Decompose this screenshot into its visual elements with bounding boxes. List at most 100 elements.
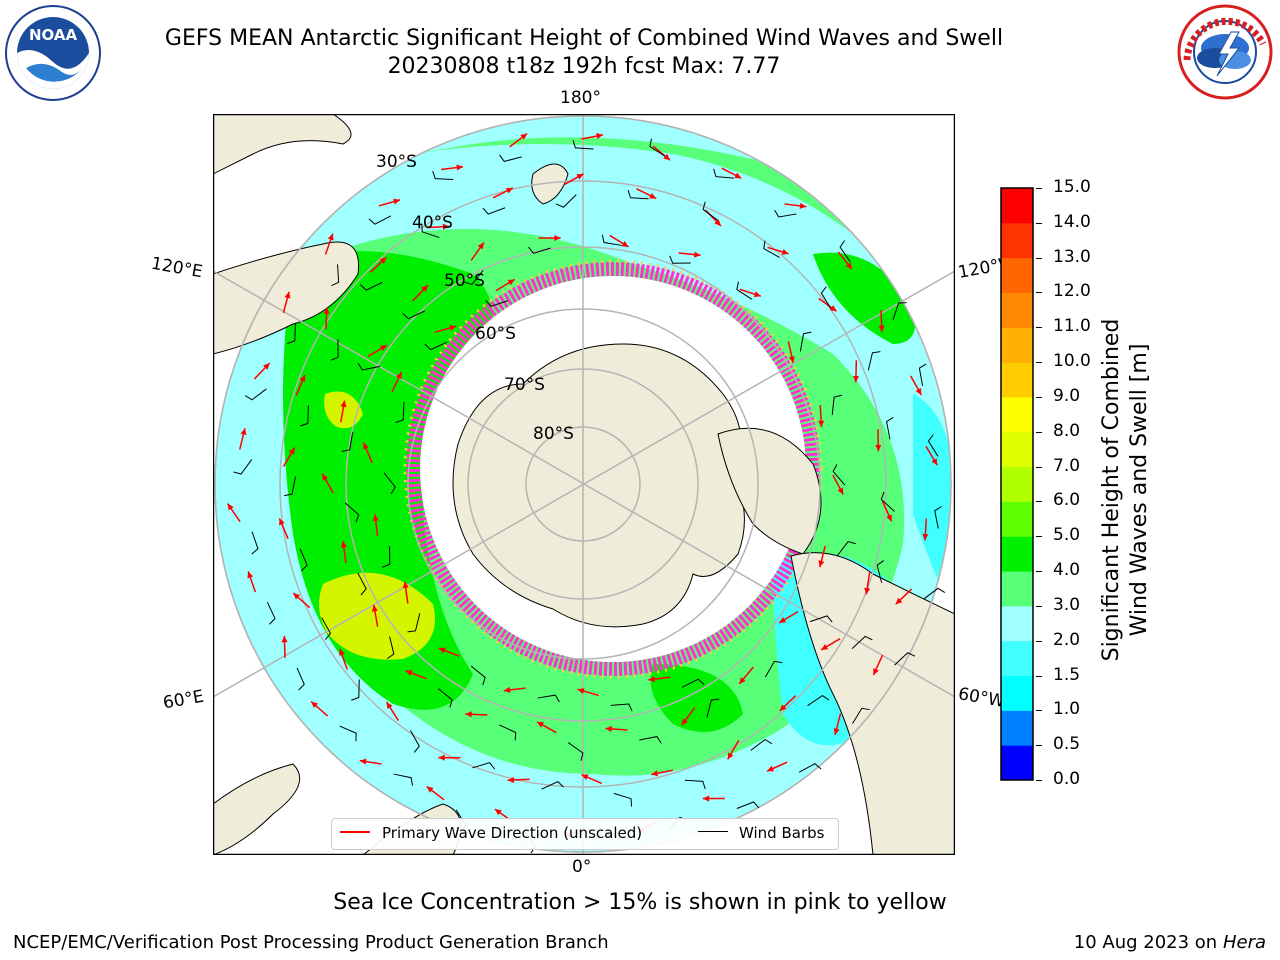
wind-barb [537, 694, 560, 703]
wave-arrow-head [605, 725, 612, 732]
wind-barb [836, 540, 856, 557]
wind-barb [244, 388, 267, 401]
wave-arrow-head [837, 487, 844, 495]
wind-barb [809, 615, 833, 623]
wave-arrow-head [931, 458, 938, 466]
colorbar-tick-mark [1036, 327, 1042, 329]
south-america-landmass [790, 552, 955, 855]
colorbar-segment [1001, 536, 1033, 572]
colorbar-segment [1001, 257, 1033, 293]
lon-label-120e: 120°E [149, 253, 205, 283]
wave-arrow-head [288, 447, 295, 455]
colorbar-tick-label: 9.0 [1053, 385, 1081, 406]
wind-barb [482, 207, 506, 215]
wind-barb [763, 240, 780, 258]
colorbar-segment [1001, 640, 1033, 677]
colorbar-segment [1001, 710, 1033, 746]
wave-arrow-head [340, 541, 347, 548]
wave-arrow-head [581, 774, 589, 780]
wind-barb [251, 531, 259, 555]
colorbar-tick-mark [1036, 222, 1042, 224]
wave-arrow-head [576, 173, 584, 180]
wave-arrow-head [293, 593, 300, 600]
lat-label-70s: 70°S [504, 375, 545, 395]
lon-label-180: 180° [560, 88, 601, 108]
wind-barb [713, 168, 734, 179]
wave-arrow-head [299, 375, 306, 383]
wind-barb [934, 506, 942, 529]
wind-barb [807, 694, 830, 707]
wave-arrow-head [279, 518, 285, 526]
wave-arrow-head [227, 503, 234, 511]
footer-date-text: 10 Aug 2023 on [1073, 932, 1218, 953]
wave-arrow-head [507, 279, 515, 286]
lon-label-60e: 60°E [161, 686, 206, 714]
colorbar-tick-label: 1.0 [1053, 699, 1081, 720]
colorbar-label: Significant Height of Combined Wind Wave… [1099, 319, 1152, 662]
colorbar-tick-mark [1036, 605, 1042, 607]
colorbar-segment [1001, 605, 1033, 642]
colorbar-tick-mark [1036, 466, 1042, 468]
lat-label-40s: 40°S [412, 213, 453, 233]
colorbar-tick-mark [1036, 501, 1042, 503]
colorbar-tick-label: 4.0 [1053, 560, 1081, 581]
wave-arrow-head [379, 345, 387, 352]
africa-landmass [213, 763, 301, 855]
colorbar-tick-mark [1036, 292, 1042, 294]
colorbar-tick-label: 2.0 [1053, 629, 1081, 650]
new-zealand-landmass [531, 163, 569, 205]
wave-arrow-head [247, 571, 254, 579]
colorbar-segment [1001, 222, 1033, 259]
wind-barb [299, 548, 308, 572]
wave-arrow-head [537, 721, 545, 728]
wave-arrow-head [779, 617, 787, 623]
wave-arrow-head [386, 702, 393, 710]
colorbar-tick-label: 7.0 [1053, 455, 1081, 476]
wind-barb [892, 302, 907, 321]
noaa-logo-text: NOAA [29, 26, 78, 44]
wind-barb [321, 617, 332, 640]
wave-arrow-head [359, 758, 367, 765]
wave-arrow-head [281, 635, 288, 643]
wave-arrow-head [477, 242, 484, 250]
colorbar-segment [1001, 501, 1033, 537]
wind-barb [750, 738, 773, 751]
colorbar-tick-label: 5.0 [1053, 525, 1081, 546]
wind-barb [330, 339, 339, 361]
sea-ice-note: Sea Ice Concentration > 15% is shown in … [333, 890, 947, 915]
footer-organization: NCEP/EMC/Verification Post Processing Pr… [13, 932, 609, 953]
chart-subtitle-forecast: 20230808 t18z 192h fcst Max: 7.77 [387, 54, 781, 79]
wind-barb [867, 351, 881, 371]
wind-barb [736, 281, 753, 300]
colorbar-tick-mark [1036, 780, 1042, 781]
colorbar-tick-mark [1036, 362, 1042, 364]
colorbar-segment [1001, 745, 1033, 781]
wave-arrow-head [818, 560, 825, 568]
wind-barbs [233, 138, 946, 854]
wave-arrow-head [873, 668, 879, 676]
wave-arrow-head [379, 257, 387, 264]
wave-arrow-head [818, 420, 825, 428]
wave-arrow-head [621, 240, 629, 247]
wind-barb [764, 660, 783, 678]
wind-barb [341, 432, 354, 452]
wave-arrow-head [915, 388, 922, 396]
wave-arrow-head [878, 325, 885, 333]
colorbar-tick-label: 10.0 [1053, 351, 1091, 372]
wind-barb [368, 215, 392, 225]
wind-barb [351, 679, 360, 701]
wave-arrow-head [371, 604, 378, 612]
wave-arrow-head [821, 644, 829, 650]
antarctic-wave-map [213, 114, 955, 855]
colorbar-segment [1001, 188, 1033, 224]
wind-barbs-legend-label: Wind Barbs [739, 824, 825, 842]
colorbar-segment [1001, 431, 1033, 468]
wave-arrow-head [520, 133, 528, 140]
noaa-logo-icon: NOAA [5, 5, 101, 101]
wave-arrow-head [739, 677, 746, 684]
wind-barb [886, 416, 894, 440]
colorbar-label-line1: Significant Height of Combined [1099, 319, 1124, 662]
colorbar-tick-label: 12.0 [1053, 281, 1091, 302]
colorbar-tick-label: 15.0 [1053, 177, 1091, 197]
wind-barb [706, 698, 720, 718]
